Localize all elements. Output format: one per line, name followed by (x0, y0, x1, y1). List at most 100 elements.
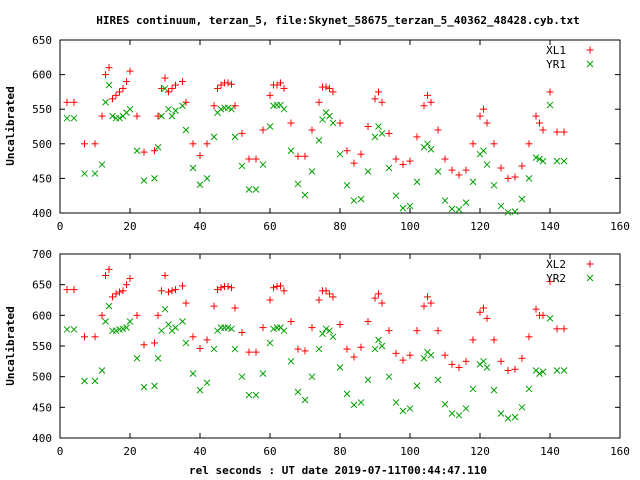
top-y-tick-label: 550 (32, 103, 52, 116)
top-point-xl1 (123, 78, 130, 86)
top-point-yr1 (462, 199, 470, 206)
top-y-ticks: 400 450 500 550 600 650 (32, 34, 620, 220)
bottom-point-yr2 (375, 336, 382, 344)
top-point-xl1 (224, 79, 232, 87)
top-point-yr1 (392, 192, 400, 200)
bottom-point-yr2 (536, 370, 543, 377)
top-point-yr1 (294, 180, 302, 188)
top-point-yr1 (532, 154, 540, 161)
top-point-yr1 (140, 177, 148, 184)
bottom-y-axis-label: Uncalibrated (4, 306, 17, 385)
bottom-point-yr2 (266, 339, 274, 347)
bottom-point-yr2 (497, 410, 505, 417)
top-point-yr1 (231, 133, 239, 141)
bottom-point-xl2 (326, 290, 333, 298)
bottom-point-xl2 (364, 317, 372, 325)
bottom-point-yr2 (326, 327, 333, 335)
top-point-xl1 (165, 88, 172, 96)
top-point-xl1 (151, 147, 158, 155)
top-point-xl1 (259, 126, 267, 134)
bottom-point-xl2 (434, 327, 442, 335)
bottom-point-xl2 (525, 333, 533, 341)
top-x-tick-label: 160 (610, 220, 630, 233)
bottom-point-yr2 (158, 327, 165, 335)
bottom-x-tick: 60 (263, 254, 277, 458)
top-point-xl1 (158, 84, 165, 92)
bottom-y-tick: 600 (32, 309, 620, 322)
top-point-yr1 (329, 119, 337, 127)
bottom-point-yr2 (203, 379, 211, 387)
top-point-yr1 (210, 133, 218, 141)
bottom-point-yr2 (427, 351, 435, 359)
bottom-point-xl2 (504, 367, 512, 375)
bottom-point-yr2 (511, 413, 519, 421)
bottom-x-tick-label: 60 (263, 445, 276, 458)
bottom-point-xl2 (140, 341, 148, 349)
top-y-tick-label: 500 (32, 138, 52, 151)
top-point-xl1 (329, 88, 337, 96)
bottom-y-tick-label: 600 (32, 309, 52, 322)
bottom-point-xl2 (270, 284, 277, 292)
top-point-yr1 (70, 114, 78, 122)
bottom-point-yr2 (504, 415, 512, 422)
bottom-point-yr2 (539, 368, 547, 376)
top-x-tick: 0 (57, 40, 63, 233)
top-point-xl1 (161, 74, 169, 82)
top-point-xl1 (228, 80, 235, 88)
top-y-tick-label: 600 (32, 69, 52, 82)
bottom-panel: Uncalibrated 0 20 40 60 80 100 120 140 160 400 45… (4, 248, 630, 458)
top-point-xl1 (424, 91, 431, 99)
top-point-xl1 (81, 140, 88, 148)
bottom-point-xl2 (182, 299, 190, 307)
bottom-point-yr2 (133, 354, 141, 362)
bottom-x-tick-label: 160 (610, 445, 630, 458)
top-x-tick: 160 (610, 40, 630, 233)
top-point-yr1 (319, 116, 326, 123)
top-point-yr1 (469, 178, 477, 186)
bottom-point-yr2 (406, 405, 414, 412)
bottom-point-yr2 (119, 325, 127, 333)
bottom-point-xl2 (427, 299, 435, 307)
top-y-tick: 400 (32, 207, 620, 220)
top-point-yr1 (525, 175, 533, 182)
bottom-y-tick-label: 550 (32, 340, 52, 353)
bottom-point-xl2 (105, 265, 113, 273)
top-point-xl1 (483, 119, 491, 127)
bottom-point-xl2 (168, 287, 176, 295)
top-x-ticks: 0 20 40 60 80 100 120 140 160 (57, 40, 630, 233)
top-point-xl1 (315, 98, 323, 106)
bottom-point-xl2 (462, 357, 470, 365)
top-point-xl1 (119, 84, 127, 92)
bottom-point-yr2 (343, 390, 351, 398)
bottom-point-xl2 (179, 282, 186, 290)
bottom-point-yr2 (179, 318, 186, 325)
top-point-xl1 (112, 91, 120, 99)
bottom-point-xl2 (375, 290, 382, 298)
top-point-xl1 (182, 98, 190, 106)
bottom-point-yr2 (469, 385, 477, 393)
top-y-tick: 500 (32, 138, 620, 151)
bottom-series-yr2 (63, 302, 568, 422)
top-point-xl1 (326, 84, 333, 92)
bottom-point-xl2 (259, 324, 267, 332)
top-point-yr1 (434, 168, 442, 175)
bottom-x-ticks: 0 20 40 60 80 100 120 140 160 (57, 254, 630, 458)
top-point-xl1 (98, 112, 106, 120)
bottom-point-yr2 (525, 385, 533, 393)
bottom-point-yr2 (238, 373, 246, 381)
top-point-xl1 (532, 112, 540, 120)
top-point-yr1 (116, 114, 123, 122)
top-series (63, 64, 568, 216)
bottom-point-yr2 (399, 407, 407, 415)
top-x-tick-label: 40 (193, 220, 206, 233)
bottom-y-tick: 650 (32, 279, 620, 292)
bottom-point-xl2 (480, 304, 487, 312)
top-point-xl1 (231, 102, 239, 110)
bottom-series (63, 265, 568, 422)
top-point-yr1 (326, 112, 333, 120)
bottom-x-tick-label: 100 (400, 445, 420, 458)
top-point-yr1 (560, 157, 568, 165)
top-point-yr1 (168, 112, 176, 120)
bottom-point-yr2 (462, 405, 470, 412)
x-axis-label: rel seconds : UT date 2019-07-11T00:44:4… (189, 464, 487, 477)
